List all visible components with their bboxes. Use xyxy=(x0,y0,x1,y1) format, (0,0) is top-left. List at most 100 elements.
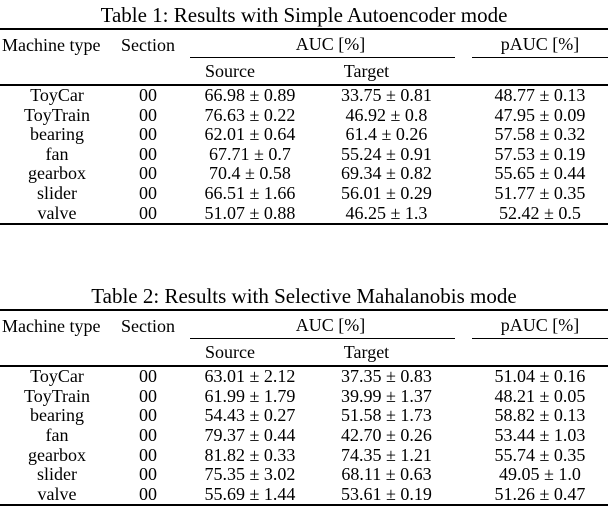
table-row: ToyCar 00 63.01 ± 2.12 37.35 ± 0.83 51.0… xyxy=(0,367,608,387)
col-header-source-label: Source xyxy=(205,342,255,363)
col-header-section: Section xyxy=(121,316,175,337)
table-2-header-row-groups: Machine type Section AUC [%] pAUC [%] xyxy=(0,311,608,340)
col-header-machine-type: Machine type xyxy=(2,35,101,55)
col-header-auc-group-label: AUC [%] xyxy=(295,315,366,336)
cell-auc-source: 66.98 ± 0.89 xyxy=(204,85,296,105)
cell-section: 00 xyxy=(139,202,157,223)
cell-pauc: 47.95 ± 0.09 xyxy=(494,104,586,125)
cell-machine-type: fan xyxy=(45,424,69,445)
table-1-block: Table 1: Results with Simple Autoencoder… xyxy=(0,3,608,226)
table-2-header-row-sub: Source Target xyxy=(0,339,608,365)
table-row: slider 00 66.51 ± 1.66 56.01 ± 0.29 51.7… xyxy=(0,182,608,204)
cell-auc-target: 33.75 ± 0.81 xyxy=(341,85,432,105)
table-row: bearing 00 62.01 ± 0.64 61.4 ± 0.26 57.5… xyxy=(0,125,608,145)
cell-section: 00 xyxy=(139,444,157,465)
cell-auc-target: 69.34 ± 0.82 xyxy=(341,163,432,184)
table-2-caption: Table 2: Results with Selective Mahalano… xyxy=(91,284,517,309)
cell-pauc: 55.65 ± 0.44 xyxy=(494,163,586,184)
table-1-caption: Table 1: Results with Simple Autoencoder… xyxy=(100,3,508,27)
cell-pauc: 57.58 ± 0.32 xyxy=(494,124,586,145)
cell-auc-source: 51.07 ± 0.88 xyxy=(204,202,296,223)
table-2-header: Machine type Section AUC [%] pAUC [%] So… xyxy=(0,311,608,368)
col-header-auc-group: AUC [%] xyxy=(190,312,455,340)
table-1-header-row-groups: Machine type Section AUC [%] pAUC [%] xyxy=(0,30,608,58)
table-row: fan 00 67.71 ± 0.7 55.24 ± 0.91 57.53 ± … xyxy=(0,143,608,165)
cell-section: 00 xyxy=(139,104,157,125)
cell-auc-target: 61.4 ± 0.26 xyxy=(345,124,428,145)
col-header-auc-group: AUC [%] xyxy=(190,31,455,58)
cell-auc-target: 53.61 ± 0.19 xyxy=(341,483,432,504)
cell-machine-type: gearbox xyxy=(28,444,86,465)
cell-auc-source: 55.69 ± 1.44 xyxy=(204,483,296,504)
table-row: fan 00 79.37 ± 0.44 42.70 ± 0.26 53.44 ±… xyxy=(0,424,608,446)
col-header-pauc: pAUC [%] xyxy=(472,312,608,340)
cell-auc-source: 62.01 ± 0.64 xyxy=(204,124,296,145)
col-header-machine-type: Machine type xyxy=(2,316,101,337)
cell-section: 00 xyxy=(139,366,157,387)
cell-machine-type: gearbox xyxy=(28,163,86,184)
table-row: gearbox 00 70.4 ± 0.58 69.34 ± 0.82 55.6… xyxy=(0,164,608,184)
cell-pauc: 55.74 ± 0.35 xyxy=(494,444,586,465)
cell-section: 00 xyxy=(139,424,157,445)
cell-pauc: 49.05 ± 1.0 xyxy=(499,464,581,485)
cell-auc-target: 51.58 ± 1.73 xyxy=(341,405,432,426)
table-row: ToyTrain 00 61.99 ± 1.79 39.99 ± 1.37 48… xyxy=(0,385,608,407)
table-1: Machine type Section AUC [%] pAUC [%] So… xyxy=(0,28,608,226)
col-header-target: Target xyxy=(318,59,455,83)
table-row: slider 00 75.35 ± 3.02 68.11 ± 0.63 49.0… xyxy=(0,465,608,485)
cell-section: 00 xyxy=(139,143,157,164)
cell-machine-type: ToyTrain xyxy=(23,104,91,125)
cell-auc-target: 56.01 ± 0.29 xyxy=(341,182,432,203)
cell-machine-type: ToyTrain xyxy=(23,385,91,406)
cell-pauc: 57.53 ± 0.19 xyxy=(494,143,586,164)
cell-pauc: 51.77 ± 0.35 xyxy=(494,182,586,203)
table-1-body: ToyCar 00 66.98 ± 0.89 33.75 ± 0.81 48.7… xyxy=(0,85,608,223)
table-2: Machine type Section AUC [%] pAUC [%] So… xyxy=(0,309,608,506)
col-header-target-label: Target xyxy=(343,61,390,81)
cell-section: 00 xyxy=(139,182,157,203)
cell-auc-target: 46.92 ± 0.8 xyxy=(345,104,428,125)
cell-pauc: 51.26 ± 0.47 xyxy=(494,483,586,504)
cell-auc-target: 37.35 ± 0.83 xyxy=(341,366,432,387)
table-2-body: ToyCar 00 63.01 ± 2.12 37.35 ± 0.83 51.0… xyxy=(0,367,608,504)
col-header-section: Section xyxy=(121,35,175,55)
cell-pauc: 48.77 ± 0.13 xyxy=(494,85,586,105)
cell-pauc: 58.82 ± 0.13 xyxy=(494,405,586,426)
col-header-auc-group-label: AUC [%] xyxy=(295,34,366,54)
cell-pauc: 52.42 ± 0.5 xyxy=(499,202,581,223)
cell-pauc: 53.44 ± 1.03 xyxy=(494,424,586,445)
table-row: valve 00 55.69 ± 1.44 53.61 ± 0.19 51.26… xyxy=(0,483,608,505)
cell-machine-type: slider xyxy=(37,182,77,203)
cell-section: 00 xyxy=(139,163,157,184)
cell-machine-type: valve xyxy=(37,202,77,223)
cell-auc-source: 70.4 ± 0.58 xyxy=(209,163,291,184)
cell-machine-type: bearing xyxy=(30,405,84,426)
cell-section: 00 xyxy=(139,464,157,485)
cell-auc-source: 81.82 ± 0.33 xyxy=(204,444,296,465)
table-1-header-row-sub: Source Target xyxy=(0,58,608,84)
cell-section: 00 xyxy=(139,483,157,504)
table-row: bearing 00 54.43 ± 0.27 51.58 ± 1.73 58.… xyxy=(0,406,608,426)
cell-auc-source: 54.43 ± 0.27 xyxy=(204,405,296,426)
cell-auc-source: 63.01 ± 2.12 xyxy=(204,366,296,387)
cell-auc-source: 66.51 ± 1.66 xyxy=(204,182,296,203)
cell-auc-target: 46.25 ± 1.3 xyxy=(345,202,428,223)
table-row: ToyTrain 00 76.63 ± 0.22 46.92 ± 0.8 47.… xyxy=(0,104,608,126)
cell-section: 00 xyxy=(139,405,157,426)
cell-section: 00 xyxy=(139,124,157,145)
cell-pauc: 51.04 ± 0.16 xyxy=(494,366,586,387)
cell-auc-source: 61.99 ± 1.79 xyxy=(204,385,296,406)
table-row: gearbox 00 81.82 ± 0.33 74.35 ± 1.21 55.… xyxy=(0,444,608,466)
cell-pauc: 48.21 ± 0.05 xyxy=(494,385,586,406)
cell-section: 00 xyxy=(139,85,157,105)
col-header-source-label: Source xyxy=(205,61,255,81)
cell-auc-source: 79.37 ± 0.44 xyxy=(204,424,296,445)
cell-machine-type: fan xyxy=(45,143,69,164)
cell-auc-target: 39.99 ± 1.37 xyxy=(341,385,432,406)
col-header-target-label: Target xyxy=(343,342,390,363)
table-1-header: Machine type Section AUC [%] pAUC [%] So… xyxy=(0,30,608,86)
cell-auc-source: 75.35 ± 3.02 xyxy=(204,464,296,485)
cell-machine-type: ToyCar xyxy=(30,85,84,105)
cell-auc-source: 67.71 ± 0.7 xyxy=(209,143,291,164)
